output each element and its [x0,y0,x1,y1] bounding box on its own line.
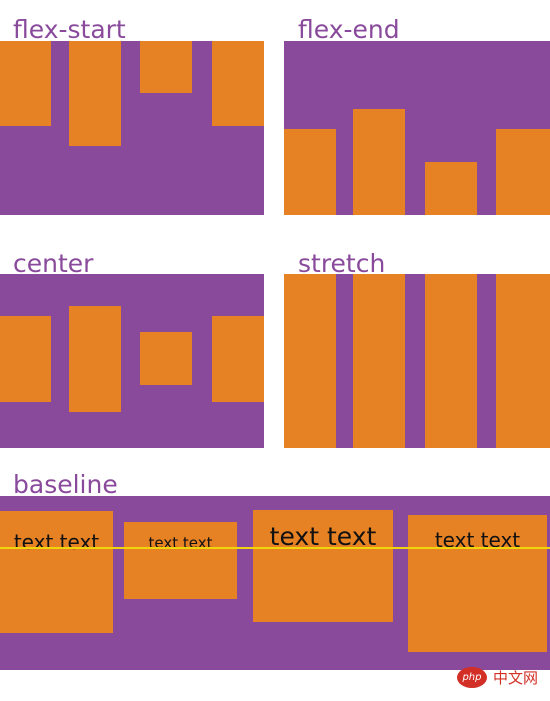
baseline-item-1: text text [0,511,113,633]
center-item-3 [140,332,192,385]
baseline-item-1-text: text text [13,530,100,554]
stretch-item-1 [284,274,336,448]
center-item-1 [0,316,51,402]
stretch-label: stretch [298,249,386,278]
flex-end-item-3 [425,162,477,215]
stretch-container [284,274,550,448]
php-logo: php [456,667,487,688]
flex-start-item-1 [0,41,51,126]
stretch-item-2 [353,274,405,448]
flex-end-label: flex-end [298,15,400,44]
stretch-item-4 [496,274,550,448]
watermark: php 中文网 [456,667,538,688]
stretch-item-3 [425,274,477,448]
baseline-item-4: text text [408,515,547,652]
watermark-text: 中文网 [492,669,538,687]
flex-start-container [0,41,264,215]
center-container [0,274,264,448]
baseline-guide-line [0,547,550,549]
baseline-item-3-text: text text [269,522,377,551]
baseline-item-3: text text [253,510,393,622]
center-item-2 [69,306,121,412]
flex-start-item-2 [69,41,121,146]
baseline-label: baseline [13,470,118,499]
flex-end-item-1 [284,129,336,215]
baseline-container: text text text text text text text text [0,496,550,670]
flex-start-item-4 [212,41,264,126]
center-label: center [13,249,94,278]
flex-end-container [284,41,550,215]
flex-start-label: flex-start [13,15,126,44]
flex-end-item-2 [353,109,405,215]
center-item-4 [212,316,264,402]
flex-start-item-3 [140,41,192,93]
baseline-item-2-text: text text [148,534,213,552]
baseline-item-2: text text [124,522,237,599]
flex-end-item-4 [496,129,550,215]
